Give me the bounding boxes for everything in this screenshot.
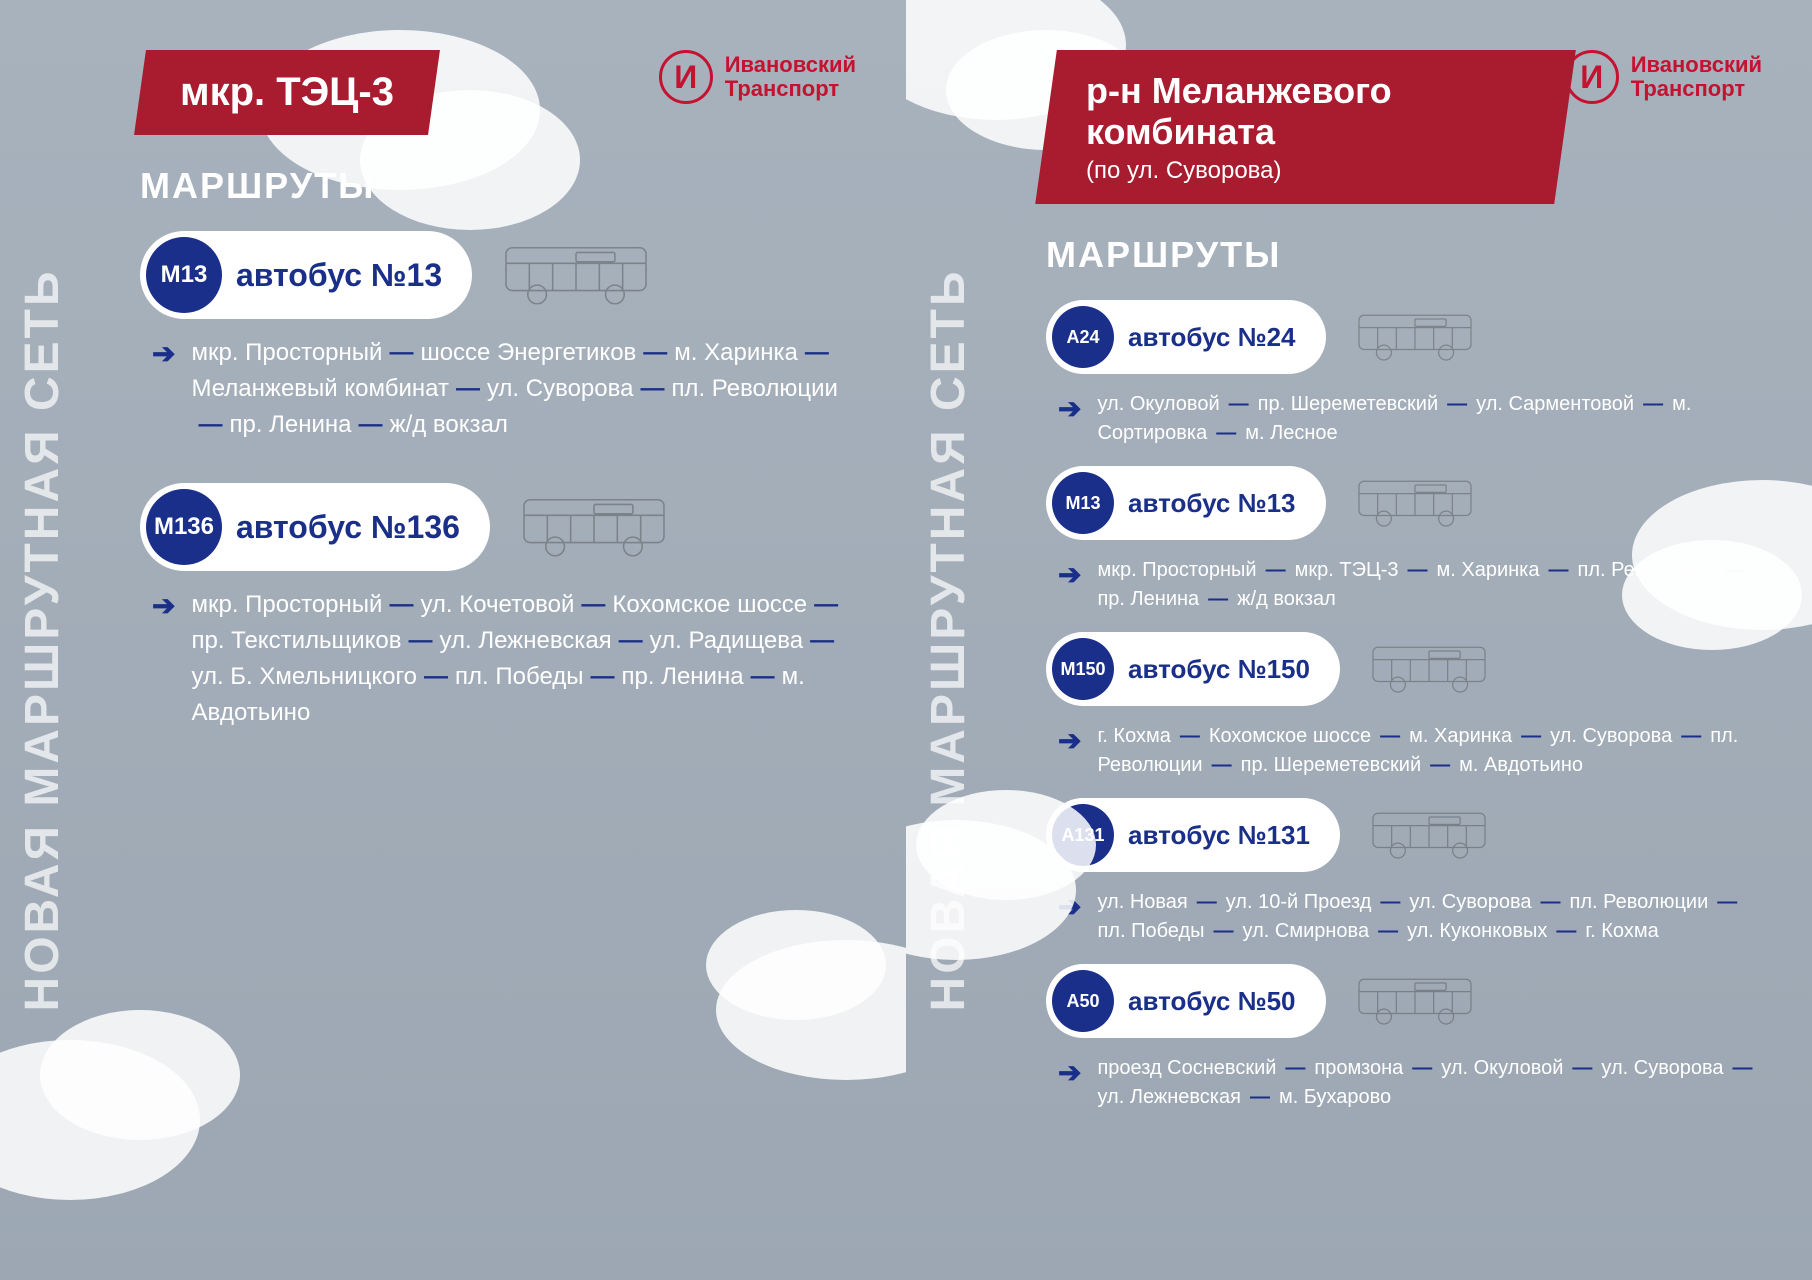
stops-list: мкр. Просторный—мкр. ТЭЦ-3—м. Харинка—пл… (1097, 556, 1762, 614)
panel-title: р-н Меланжевого комбината (1086, 70, 1392, 152)
bus-icon (496, 240, 656, 310)
panel-right: НОВАЯ МАРШРУТНАЯ СЕТЬ р-н Меланжевого ко… (906, 0, 1812, 1280)
route-block: А131 автобус №131 ➔ ул. Новая—ул. 10-й П… (1046, 798, 1762, 946)
panel-title-box: мкр. ТЭЦ-3 (134, 50, 440, 135)
route-block: М13 автобус №13 ➔ мкр. Просторный—шоссе … (140, 231, 856, 443)
route-block: М136 автобус №136 ➔ мкр. Просторный—ул. … (140, 483, 856, 731)
route-pill: М150 автобус №150 (1046, 632, 1340, 706)
bus-icon (514, 492, 674, 562)
header-row: мкр. ТЭЦ-3 И Ивановский Транспорт (140, 50, 856, 135)
brand-logo-icon: И (659, 50, 713, 104)
vertical-title: НОВАЯ МАРШРУТНАЯ СЕТЬ (15, 269, 70, 1012)
route-block: М150 автобус №150 ➔ г. Кохма—Кохомское ш… (1046, 632, 1762, 780)
arrow-icon: ➔ (1058, 724, 1081, 757)
route-code-badge: М150 (1052, 638, 1114, 700)
panel-title: мкр. ТЭЦ-3 (180, 70, 394, 114)
route-pill: М136 автобус №136 (140, 483, 490, 571)
brand: И Ивановский Транспорт (1565, 50, 1762, 104)
arrow-icon: ➔ (1058, 890, 1081, 923)
section-title: МАРШРУТЫ (1046, 234, 1762, 276)
route-block: А24 автобус №24 ➔ ул. Окуловой—пр. Шерем… (1046, 300, 1762, 448)
stops-list: мкр. Просторный—ул. Кочетовой—Кохомское … (191, 587, 856, 731)
route-label: автобус №13 (236, 257, 442, 294)
panel-subtitle: (по ул. Суворова) (1086, 157, 1525, 185)
bus-icon (1364, 641, 1494, 697)
vertical-title: НОВАЯ МАРШРУТНАЯ СЕТЬ (921, 269, 976, 1012)
bus-icon (1350, 309, 1480, 365)
stops-list: г. Кохма—Кохомское шоссе—м. Харинка—ул. … (1097, 722, 1762, 780)
stops-list: проезд Сосневский—промзона—ул. Окуловой—… (1097, 1054, 1762, 1112)
route-code-badge: А24 (1052, 306, 1114, 368)
route-pill: А50 автобус №50 (1046, 964, 1326, 1038)
header-row: р-н Меланжевого комбината (по ул. Суворо… (1046, 50, 1762, 204)
route-code-badge: А131 (1052, 804, 1114, 866)
route-block: А50 автобус №50 ➔ проезд Сосневский—пром… (1046, 964, 1762, 1112)
route-code-badge: М13 (1052, 472, 1114, 534)
stops-list: мкр. Просторный—шоссе Энергетиков—м. Хар… (191, 335, 856, 443)
brand-text: Ивановский Транспорт (725, 53, 856, 101)
route-pill: М13 автобус №13 (1046, 466, 1326, 540)
route-label: автобус №24 (1128, 322, 1296, 353)
route-label: автобус №50 (1128, 986, 1296, 1017)
route-label: автобус №150 (1128, 654, 1310, 685)
bus-icon (1364, 807, 1494, 863)
arrow-icon: ➔ (152, 589, 175, 622)
brand-text: Ивановский Транспорт (1631, 53, 1762, 101)
stops-list: ул. Новая—ул. 10-й Проезд—ул. Суворова—п… (1097, 888, 1762, 946)
arrow-icon: ➔ (152, 337, 175, 370)
route-pill: А24 автобус №24 (1046, 300, 1326, 374)
arrow-icon: ➔ (1058, 1056, 1081, 1089)
route-block: М13 автобус №13 ➔ мкр. Просторный—мкр. Т… (1046, 466, 1762, 614)
arrow-icon: ➔ (1058, 392, 1081, 425)
panel-title-box: р-н Меланжевого комбината (по ул. Суворо… (1035, 50, 1575, 204)
route-code-badge: М13 (146, 237, 222, 313)
arrow-icon: ➔ (1058, 558, 1081, 591)
routes-container: А24 автобус №24 ➔ ул. Окуловой—пр. Шерем… (1046, 300, 1762, 1112)
bus-icon (1350, 475, 1480, 531)
brand: И Ивановский Транспорт (659, 50, 856, 104)
stops-list: ул. Окуловой—пр. Шереметевский—ул. Сарме… (1097, 390, 1762, 448)
route-pill: М13 автобус №13 (140, 231, 472, 319)
route-pill: А131 автобус №131 (1046, 798, 1340, 872)
panel-left: НОВАЯ МАРШРУТНАЯ СЕТЬ мкр. ТЭЦ-3 И Ивано… (0, 0, 906, 1280)
route-code-badge: М136 (146, 489, 222, 565)
route-label: автобус №13 (1128, 488, 1296, 519)
route-code-badge: А50 (1052, 970, 1114, 1032)
route-label: автобус №131 (1128, 820, 1310, 851)
route-label: автобус №136 (236, 509, 460, 546)
section-title: МАРШРУТЫ (140, 165, 856, 207)
bus-icon (1350, 973, 1480, 1029)
